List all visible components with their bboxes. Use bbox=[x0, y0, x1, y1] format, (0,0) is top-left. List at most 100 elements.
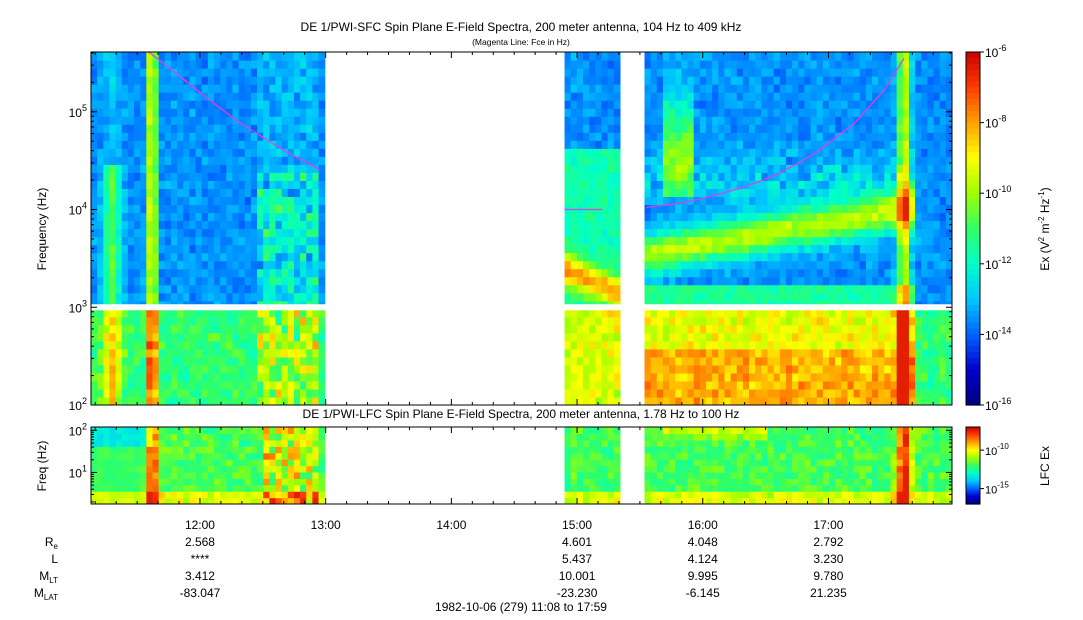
sfc-cell bbox=[872, 212, 879, 222]
sfc-cell bbox=[109, 364, 117, 374]
sfc-cell bbox=[773, 68, 781, 77]
sfc-cell bbox=[306, 292, 313, 302]
sfc-cell bbox=[281, 188, 289, 198]
sfc-cell bbox=[945, 372, 952, 382]
sfc-cell bbox=[140, 324, 147, 334]
sfc-cell bbox=[724, 364, 732, 374]
sfc-cell bbox=[152, 84, 160, 93]
sfc-cell bbox=[134, 380, 141, 390]
sfc-cell bbox=[884, 52, 892, 61]
sfc-cell bbox=[816, 196, 824, 206]
sfc-cell bbox=[699, 132, 707, 141]
sfc-cell bbox=[915, 252, 922, 262]
sfc-cell bbox=[921, 196, 928, 206]
sfc-cell bbox=[115, 244, 123, 254]
sfc-cell bbox=[921, 324, 928, 334]
lfc-cell bbox=[576, 427, 584, 435]
sfc-cell bbox=[177, 76, 184, 85]
sfc-cell bbox=[275, 148, 283, 157]
sfc-cell bbox=[238, 76, 246, 85]
sfc-cell bbox=[91, 84, 98, 93]
sfc-cell bbox=[293, 372, 301, 382]
lfc-cell bbox=[675, 427, 682, 435]
sfc-cell bbox=[675, 164, 682, 173]
sfc-cell bbox=[207, 244, 215, 254]
sfc-cell bbox=[601, 372, 609, 382]
sfc-cell bbox=[613, 60, 621, 69]
sfc-cell bbox=[232, 348, 240, 358]
sfc-cell bbox=[847, 268, 855, 278]
lfc-cell bbox=[263, 497, 270, 504]
sfc-cell bbox=[293, 316, 301, 326]
sfc-cell bbox=[767, 204, 775, 214]
sfc-cell bbox=[570, 348, 578, 358]
sfc-cell bbox=[650, 68, 658, 77]
lfc-cell bbox=[644, 446, 652, 454]
sfc-cell bbox=[109, 108, 117, 117]
sfc-cell bbox=[576, 172, 584, 181]
lfc-cell bbox=[146, 433, 154, 441]
sfc-cell bbox=[804, 140, 812, 149]
sfc-cell bbox=[742, 148, 750, 157]
sfc-cell bbox=[170, 116, 178, 125]
sfc-cell bbox=[730, 68, 738, 77]
sfc-cell bbox=[583, 108, 590, 117]
sfc-cell bbox=[656, 348, 664, 358]
sfc-cell bbox=[773, 140, 781, 149]
sfc-cell bbox=[140, 100, 147, 109]
sfc-cell bbox=[908, 196, 916, 206]
sfc-cell bbox=[650, 172, 658, 181]
sfc-cell bbox=[595, 124, 603, 133]
lfc-cell bbox=[214, 465, 221, 473]
sfc-cell bbox=[773, 148, 781, 157]
sfc-cell bbox=[189, 396, 197, 405]
lfc-cell bbox=[140, 465, 147, 473]
sfc-cell bbox=[792, 52, 799, 61]
sfc-cell bbox=[872, 188, 879, 198]
sfc-cell bbox=[822, 396, 830, 405]
sfc-cell bbox=[779, 308, 787, 318]
sfc-cell bbox=[896, 396, 904, 405]
sfc-cell bbox=[244, 148, 252, 157]
sfc-cell bbox=[576, 228, 584, 238]
sfc-cell bbox=[195, 236, 203, 246]
sfc-cell bbox=[607, 316, 615, 326]
lfc-cell bbox=[201, 484, 209, 492]
sfc-cell bbox=[318, 108, 326, 117]
sfc-cell bbox=[847, 84, 855, 93]
sfc-cell bbox=[214, 212, 221, 222]
sfc-cell bbox=[312, 212, 320, 222]
sfc-cell bbox=[152, 364, 160, 374]
sfc-cell bbox=[183, 188, 190, 198]
lfc-cell bbox=[257, 452, 264, 460]
sfc-cell bbox=[109, 324, 117, 334]
sfc-cell bbox=[281, 340, 289, 350]
sfc-cell bbox=[896, 116, 904, 125]
sfc-cell bbox=[152, 148, 160, 157]
sfc-cell bbox=[853, 380, 861, 390]
sfc-cell bbox=[896, 156, 904, 165]
sfc-cell bbox=[589, 260, 596, 270]
sfc-cell bbox=[146, 100, 154, 109]
lfc-cell bbox=[214, 427, 221, 435]
sfc-cell bbox=[607, 228, 615, 238]
sfc-cell bbox=[238, 180, 246, 189]
sfc-cell bbox=[687, 84, 695, 93]
lfc-cell bbox=[583, 471, 590, 479]
sfc-cell bbox=[232, 316, 240, 326]
sfc-cell bbox=[146, 348, 154, 358]
lfc-cell bbox=[269, 433, 277, 441]
lfc-cell bbox=[287, 446, 295, 454]
sfc-cell bbox=[847, 292, 855, 302]
lfc-cell bbox=[712, 439, 719, 447]
sfc-cell bbox=[669, 396, 676, 405]
lfc-cell bbox=[170, 439, 178, 447]
sfc-cell bbox=[293, 356, 301, 366]
sfc-cell bbox=[146, 52, 154, 61]
sfc-cell bbox=[945, 252, 952, 262]
lfc-cell bbox=[564, 439, 572, 447]
sfc-cell bbox=[318, 252, 326, 262]
sfc-cell bbox=[183, 316, 190, 326]
sfc-cell bbox=[872, 100, 879, 109]
sfc-cell bbox=[146, 148, 154, 157]
